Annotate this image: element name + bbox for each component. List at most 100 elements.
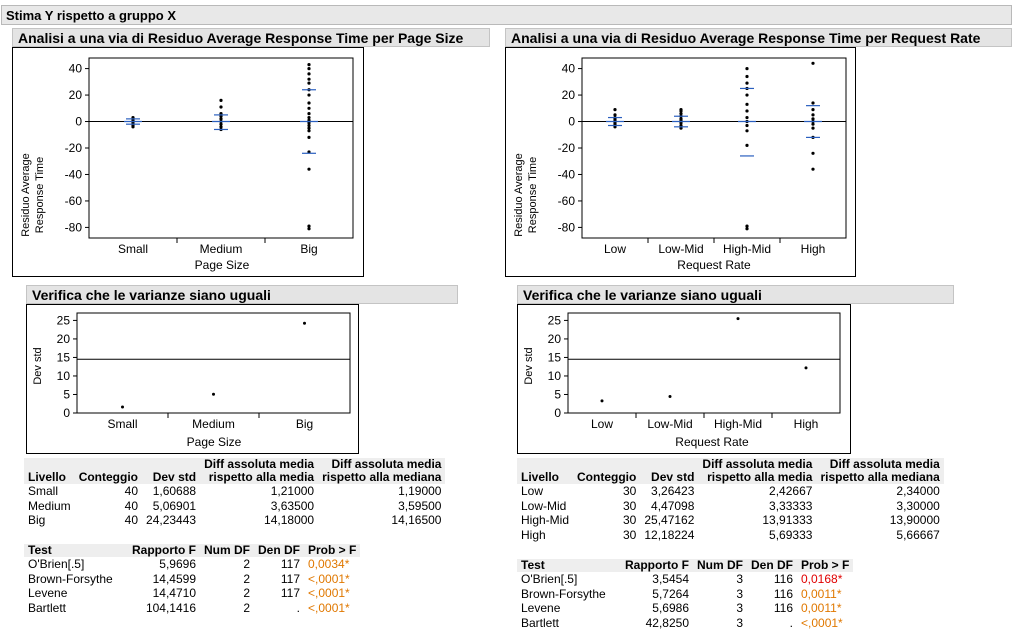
col-den-df: Den DF (254, 544, 304, 557)
right-variance-chart: Dev std Request Rate 0 5 10 15 20 25 Low Low-Mi… (523, 312, 841, 449)
col-f-ratio: Rapporto F (128, 544, 200, 557)
left-oneway-title: Analisi a una via di Residuo Average Res… (18, 30, 464, 46)
data-point (307, 106, 311, 110)
y-tick-label: 20 (562, 88, 576, 102)
table-row: Medium 40 5,06901 3,63500 3,59500 (28, 498, 442, 513)
col-std: Dev std (142, 458, 201, 484)
left-oneway-header[interactable]: Analisi a una via di Residuo Average Res… (12, 28, 490, 47)
data-point (745, 74, 749, 79)
right-variance-header[interactable]: Verifica che le varianze siano uguali (517, 285, 954, 304)
table-row: Levene 14,4710 2 117 <,0001* (24, 586, 360, 601)
data-point (307, 129, 311, 133)
col-prob: Prob > F (304, 544, 361, 557)
y-tick-label: 10 (548, 369, 562, 383)
right-tests-table: Test Rapporto F Num DF Den DF Prob > F O… (517, 559, 854, 630)
data-point (307, 115, 311, 120)
col-diff-mean: Diff assoluta media rispetto alla media (698, 458, 817, 484)
y-tick-label: 40 (69, 62, 83, 76)
y-tick-label: -40 (65, 167, 83, 181)
right-oneway-ylabel-2: Response Time (527, 157, 539, 233)
left-variance-frame (26, 304, 359, 454)
data-point (745, 143, 749, 147)
y-tick-label: -20 (65, 141, 83, 155)
p-value: <,0001* (801, 615, 843, 630)
data-point (307, 167, 311, 171)
data-point (307, 135, 311, 140)
data-point (679, 108, 683, 112)
y-tick-label: 25 (57, 313, 71, 327)
std-point (804, 366, 808, 370)
x-tick-label: High-Mid (714, 417, 762, 431)
x-tick-label: High-Mid (723, 242, 771, 256)
y-tick-label: -20 (558, 141, 576, 155)
data-point (745, 129, 749, 133)
left-variance-ylabel: Dev std (32, 347, 44, 384)
report-header[interactable]: Stima Y rispetto a gruppo X (1, 5, 1012, 25)
data-point (219, 125, 223, 129)
x-tick-label: High (801, 242, 826, 256)
y-tick-label: -80 (65, 220, 83, 234)
left-oneway-ylabel-2: Response Time (34, 157, 46, 233)
data-point (679, 111, 683, 116)
data-point (219, 122, 223, 126)
left-variance-xlabel: Page Size (187, 435, 242, 449)
p-value: <,0001* (308, 586, 350, 600)
data-point (307, 111, 311, 116)
x-tick-label: Medium (192, 417, 235, 431)
table-row: Low-Mid 30 4,47098 3,33333 3,30000 (521, 498, 940, 513)
std-point (736, 317, 740, 321)
data-point (307, 101, 311, 105)
right-oneway-header[interactable]: Analisi a una via di Residuo Average Res… (505, 28, 1012, 47)
data-point (745, 227, 749, 231)
col-test: Test (517, 559, 621, 572)
table-row: Small 40 1,60688 1,21000 1,19000 (28, 484, 442, 498)
right-oneway-title: Analisi a una via di Residuo Average Res… (511, 30, 981, 46)
data-point (745, 93, 749, 97)
data-point (307, 63, 311, 67)
table-row: Brown-Forsythe 14,4599 2 117 <,0001* (24, 572, 360, 587)
col-prob: Prob > F (797, 559, 854, 572)
std-point (600, 399, 604, 403)
right-oneway-frame (505, 47, 856, 277)
plot-area (76, 312, 351, 414)
y-tick-label: 10 (57, 369, 71, 383)
data-point (219, 117, 223, 121)
p-value: <,0001* (308, 571, 350, 586)
std-point (121, 405, 124, 409)
left-summary-table: Livello Conteggio Dev std Diff assoluta … (24, 458, 446, 528)
p-value: 0,0011* (801, 586, 842, 601)
y-tick-label: 25 (548, 313, 562, 327)
table-row: Low 30 3,26423 2,42667 2,34000 (521, 484, 940, 498)
right-variance-frame (517, 304, 851, 454)
data-point (745, 102, 749, 106)
x-tick-label: Low-Mid (658, 242, 703, 256)
y-tick-label: 5 (554, 387, 561, 401)
data-point (307, 77, 311, 81)
data-point (745, 66, 749, 71)
col-diff-median: Diff assoluta media rispetto alla mediana (318, 458, 446, 484)
x-tick-label: High (794, 417, 819, 431)
left-variance-header[interactable]: Verifica che le varianze siano uguali (26, 285, 458, 304)
col-den-df: Den DF (747, 559, 797, 572)
y-tick-label: -60 (558, 194, 576, 208)
left-variance-title: Verifica che le varianze siano uguali (32, 287, 271, 303)
x-tick-label: Medium (200, 242, 243, 256)
table-row: Bartlett 104,1416 2. <,0001* (24, 601, 360, 616)
data-point (307, 81, 311, 85)
data-point (307, 72, 311, 76)
data-point (307, 126, 311, 130)
data-point (307, 93, 311, 97)
x-tick-label: Big (296, 417, 313, 431)
data-point (811, 113, 815, 117)
y-tick-label: 15 (548, 350, 562, 364)
left-variance-chart: Dev std Page Size 0 5 10 15 20 25 Small Medium B… (32, 312, 351, 449)
col-f-ratio: Rapporto F (621, 559, 693, 572)
right-oneway-xlabel: Request Rate (677, 258, 751, 272)
col-count: Conteggio (573, 458, 641, 484)
left-oneway-ylabel-1: Residuo Average (20, 153, 32, 237)
y-tick-label: 0 (554, 406, 561, 420)
data-point (219, 105, 223, 109)
right-variance-xlabel: Request Rate (675, 435, 749, 449)
right-oneway-ylabel-1: Residuo Average (513, 153, 525, 237)
right-variance-ylabel: Dev std (523, 347, 535, 384)
